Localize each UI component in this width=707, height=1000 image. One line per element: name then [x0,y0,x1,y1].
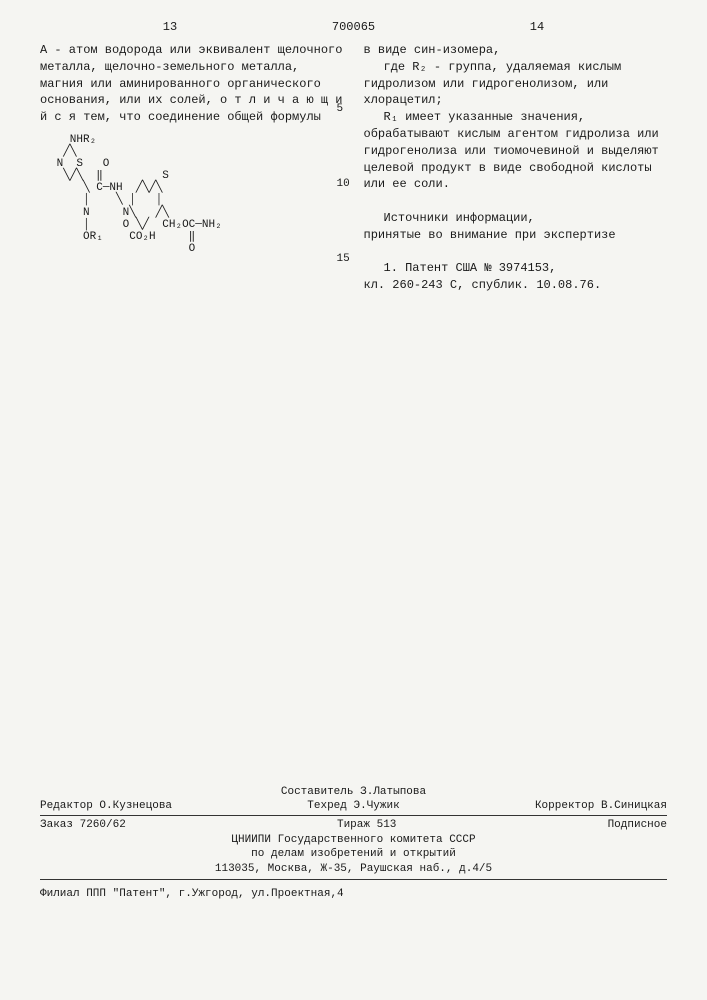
reference-1-line-1: 1. Патент США № 3974153, [364,260,668,277]
organization-line-1: ЦНИИПИ Государственного комитета СССР [40,833,667,847]
line-marker-5: 5 [337,102,344,117]
address: 113035, Москва, Ж-35, Раушская наб., д.4… [40,862,667,876]
document-number: 700065 [300,20,407,34]
chem-line: ╱╲ [50,146,344,158]
footer: Составитель З.Латыпова Редактор О.Кузнец… [40,786,667,900]
line-marker-15: 15 [337,252,350,267]
sources-title: Источники информации, [364,210,668,227]
branch-address: Филиал ППП "Патент", г.Ужгород, ул.Проек… [40,888,667,900]
page-number-right: 14 [407,20,667,34]
chem-line: N S O [50,158,344,170]
header: 13 700065 14 [40,20,667,34]
right-text-4: обрабатывают кислым агентом гидролиза ил… [364,126,668,193]
editor: Редактор О.Кузнецова [40,800,172,812]
left-text: А - атом водорода или эквивалент щелочно… [40,42,344,126]
page-number-left: 13 [40,20,300,34]
chem-line: N N╲ ╱╲ [50,207,344,219]
compiler: Составитель З.Латыпова [281,786,426,798]
chem-line: ╲╱╲ ‖ S [50,170,344,182]
content-columns: А - атом водорода или эквивалент щелочно… [40,42,667,294]
corrector: Корректор В.Синицкая [535,800,667,812]
divider [40,879,667,880]
subscription: Подписное [608,819,667,831]
line-marker-10: 10 [337,177,350,192]
tirage: Тираж 513 [337,819,396,831]
right-text-1: в виде син-изомера, [364,42,668,59]
left-column: А - атом водорода или эквивалент щелочно… [40,42,349,294]
sources-subtitle: принятые во внимание при экспертизе [364,227,668,244]
chem-line: O [50,243,344,255]
reference-1-line-2: кл. 260-243 С, спублик. 10.08.76. [364,277,668,294]
chem-line: ╲ C─NH ╱╲╱╲ [50,182,344,194]
organization-line-2: по делам изобретений и открытий [40,847,667,861]
divider [40,815,667,816]
right-column: 5 10 15 в виде син-изомера, где R₂ - гру… [359,42,668,294]
order-number: Заказ 7260/62 [40,819,126,831]
chem-line: OR₁ CO₂H ‖ [50,231,344,243]
chemical-structure: NHR₂ ╱╲ N S O ╲╱╲ ‖ S ╲ C─NH ╱╲╱╲ │ ╲ │ … [50,134,344,255]
techred: Техред Э.Чужик [307,800,399,812]
right-text-2: где R₂ - группа, удаляемая кислым гидрол… [364,59,668,109]
chem-line: NHR₂ [50,134,344,146]
chem-line: │ O ╲╱ CH₂OC─NH₂ [50,219,344,231]
right-text-3: R₁ имеет указанные значения, [364,109,668,126]
chem-line: │ ╲ │ │ [50,194,344,206]
